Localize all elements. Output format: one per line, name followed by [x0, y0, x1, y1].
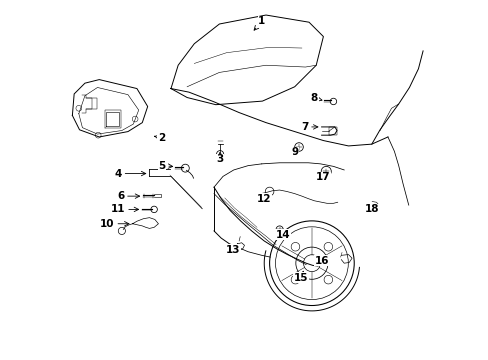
Text: 8: 8: [310, 93, 321, 103]
Text: 2: 2: [154, 133, 164, 143]
Text: 3: 3: [216, 152, 224, 164]
Text: 6: 6: [117, 191, 140, 201]
Text: 12: 12: [257, 194, 271, 204]
Text: 9: 9: [290, 147, 298, 157]
Text: 1: 1: [254, 17, 265, 30]
Text: 10: 10: [100, 219, 129, 229]
Text: 17: 17: [315, 172, 329, 182]
Text: 16: 16: [314, 256, 328, 266]
Text: 11: 11: [111, 204, 138, 215]
Text: 14: 14: [275, 230, 290, 239]
Text: 5: 5: [158, 161, 172, 171]
Text: 18: 18: [364, 204, 378, 215]
Text: 7: 7: [301, 122, 317, 132]
Text: 4: 4: [114, 168, 145, 179]
Text: 15: 15: [293, 271, 308, 283]
Text: 13: 13: [225, 244, 240, 255]
